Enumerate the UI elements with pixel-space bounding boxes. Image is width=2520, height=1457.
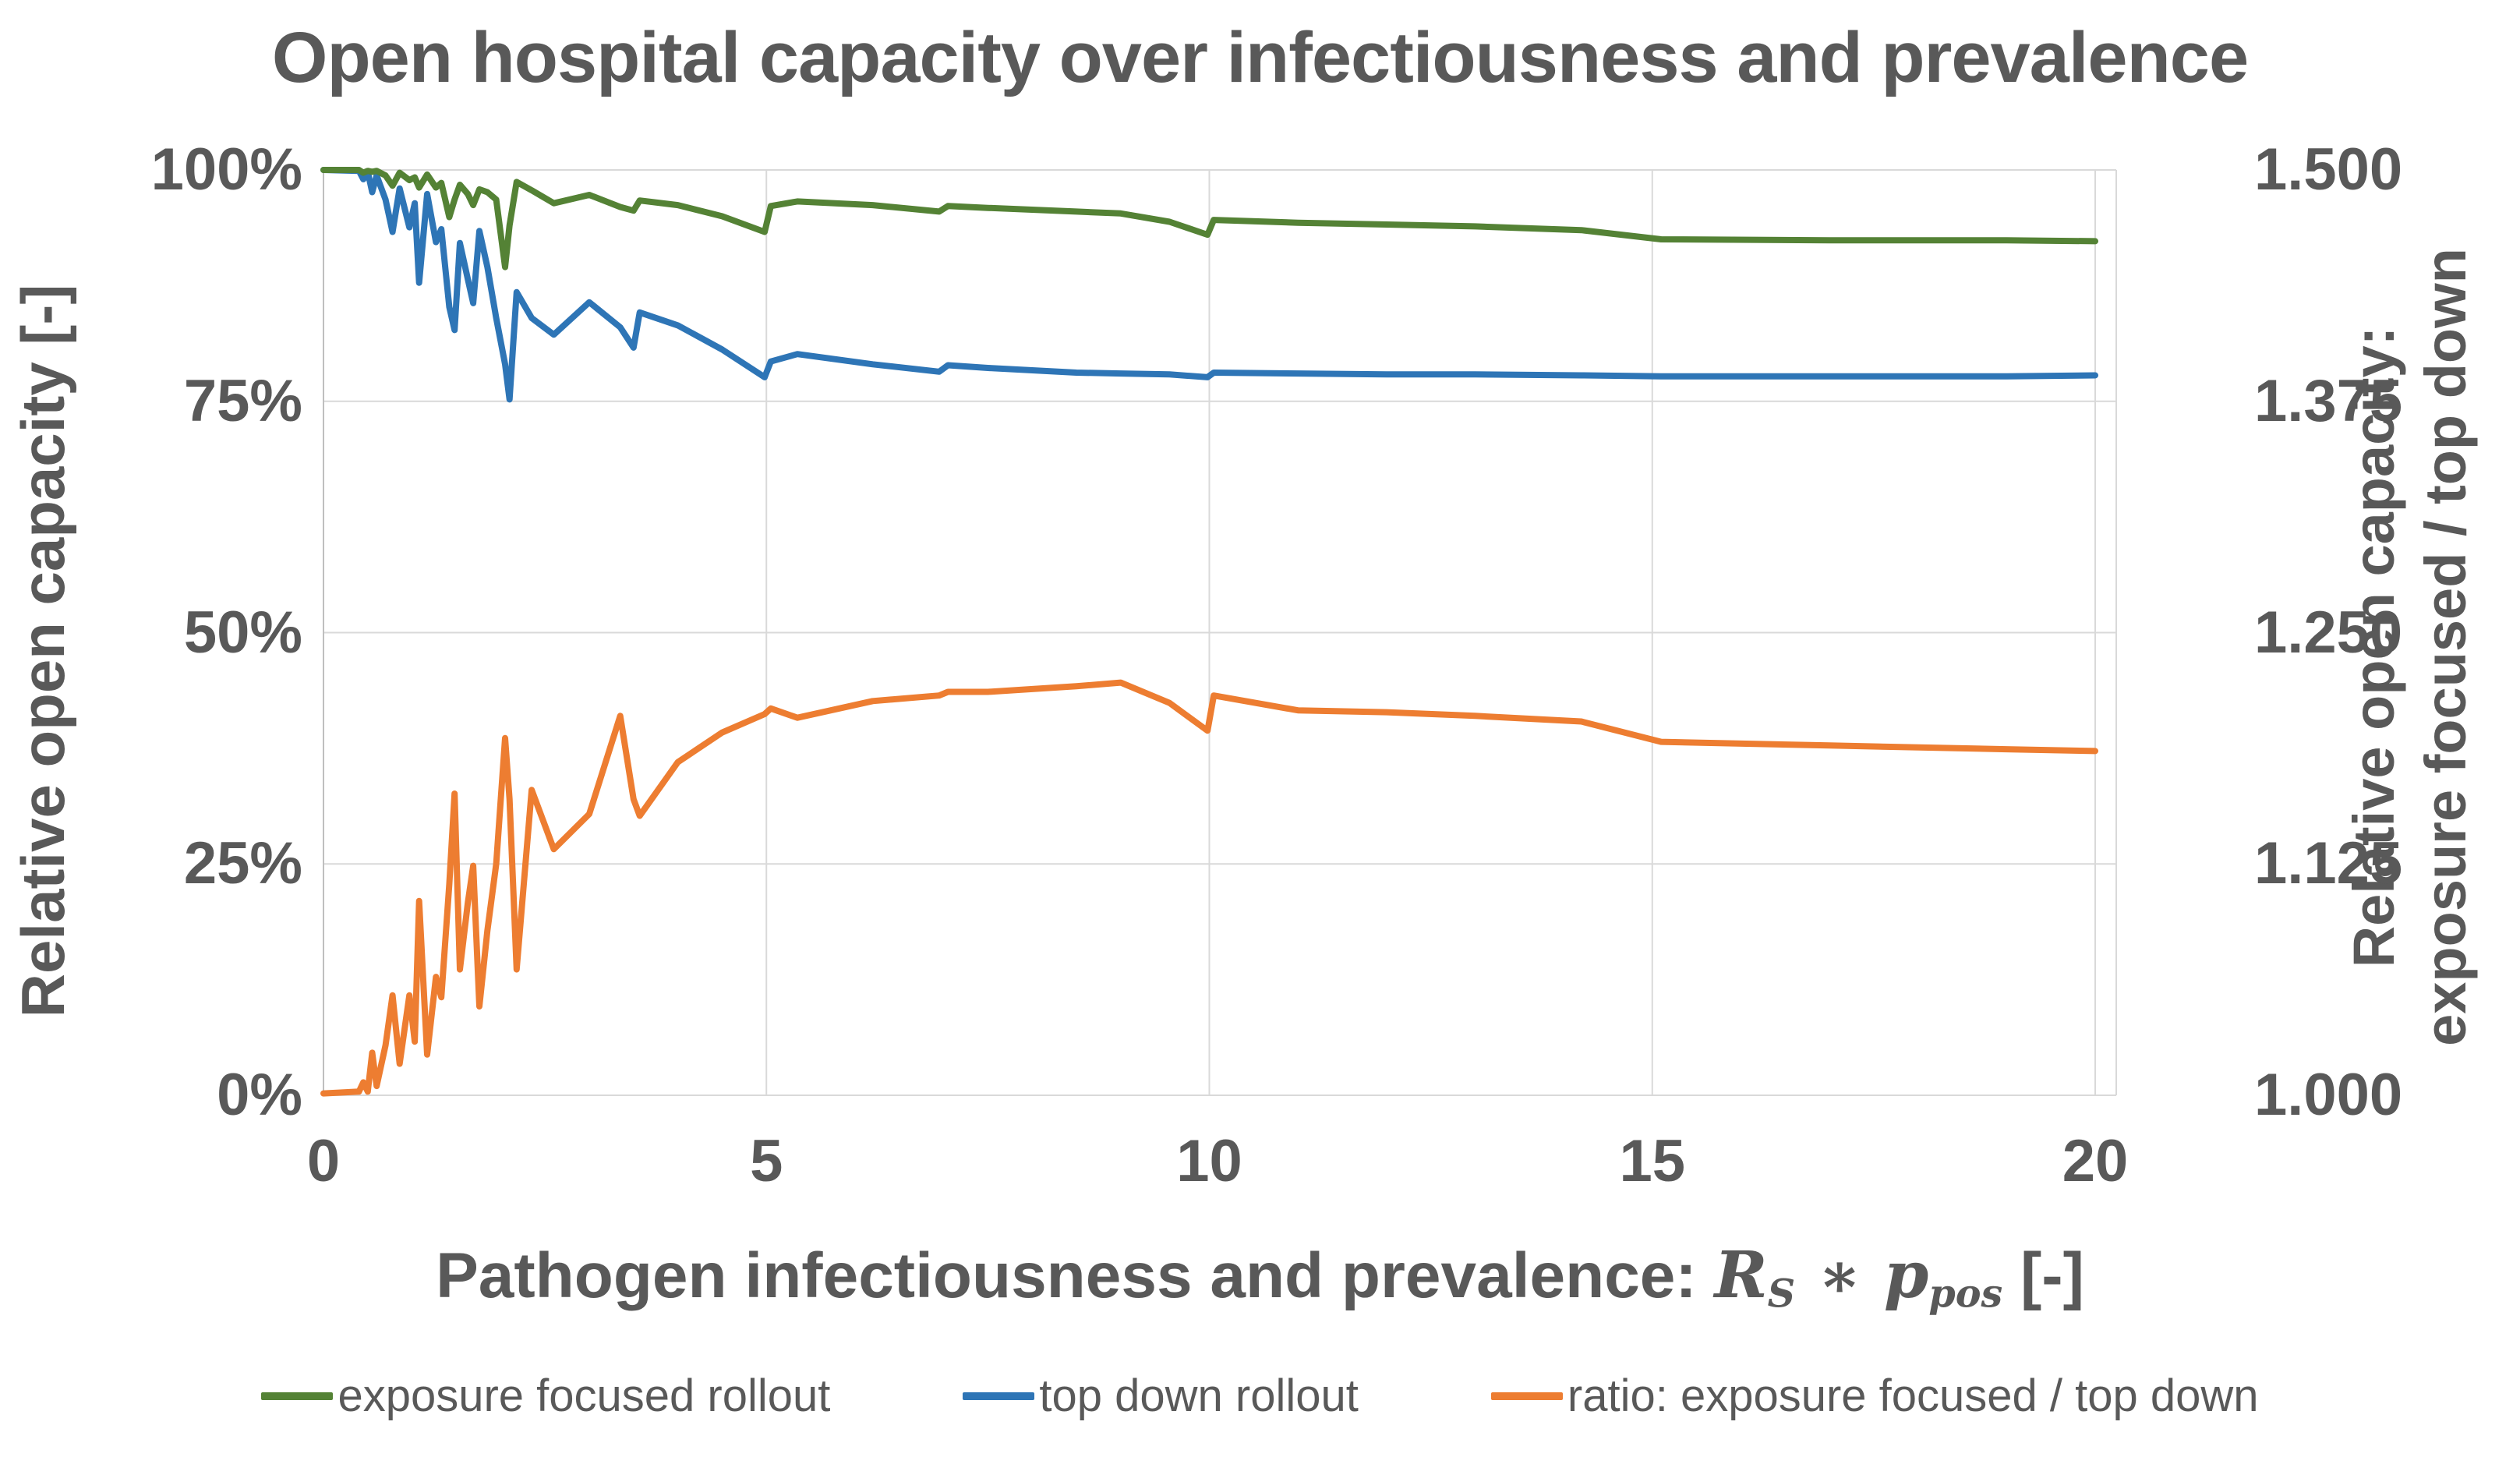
y-right-tick-label: 1.250 bbox=[2254, 599, 2403, 666]
series-line-top-down bbox=[320, 167, 2098, 403]
y-left-tick-label: 75% bbox=[183, 367, 302, 434]
x-axis-title-unit: [-] bbox=[2002, 1240, 2084, 1311]
math-symbol-p: p bbox=[1883, 1238, 1929, 1313]
legend-line-swatch bbox=[261, 1392, 334, 1400]
y-left-tick-label: 100% bbox=[150, 136, 302, 203]
legend-label: ratio: exposure focused / top down bbox=[1567, 1370, 2259, 1421]
y-right-tick-label: 1.125 bbox=[2254, 830, 2403, 897]
math-operator-asterisk: ∗ bbox=[1795, 1238, 1884, 1313]
math-subscript-pos: pos bbox=[1928, 1271, 2003, 1317]
chart-title: Open hospital capacity over infectiousne… bbox=[271, 18, 2249, 97]
legend: exposure focused rollout top down rollout… bbox=[0, 1374, 2520, 1419]
legend-label: exposure focused rollout bbox=[338, 1370, 831, 1421]
y-left-tick-label: 50% bbox=[183, 599, 302, 666]
series-line-exposure-focused bbox=[320, 167, 2098, 271]
x-axis-title-text: Pathogen infectiousness and prevalence: bbox=[436, 1240, 1715, 1311]
legend-item: ratio: exposure focused / top down bbox=[1490, 1370, 2259, 1421]
series-line-ratio bbox=[320, 679, 2098, 1097]
x-tick-label: 15 bbox=[1619, 1128, 1686, 1194]
legend-line-swatch bbox=[1490, 1392, 1563, 1400]
x-tick-label: 0 bbox=[306, 1128, 341, 1194]
y-right-tick-label: 1.500 bbox=[2254, 136, 2403, 203]
y-right-tick-label: 1.000 bbox=[2254, 1062, 2403, 1128]
x-tick-label: 20 bbox=[2062, 1128, 2129, 1194]
legend-item: top down rollout bbox=[963, 1370, 1359, 1421]
legend-line-swatch bbox=[963, 1392, 1035, 1400]
x-tick-label: 5 bbox=[750, 1128, 783, 1194]
y-left-tick-label: 0% bbox=[217, 1062, 302, 1128]
math-subscript-S: S bbox=[1767, 1271, 1796, 1317]
x-tick-label: 10 bbox=[1176, 1128, 1242, 1194]
math-symbol-R: R bbox=[1714, 1238, 1768, 1313]
legend-item: exposure focused rollout bbox=[261, 1374, 830, 1419]
x-axis-title: Pathogen infectiousness and prevalence: … bbox=[0, 1238, 2520, 1316]
y-left-tick-label: 25% bbox=[183, 830, 302, 897]
legend-label: top down rollout bbox=[1039, 1370, 1359, 1421]
y-right-tick-label: 1.375 bbox=[2254, 367, 2403, 434]
